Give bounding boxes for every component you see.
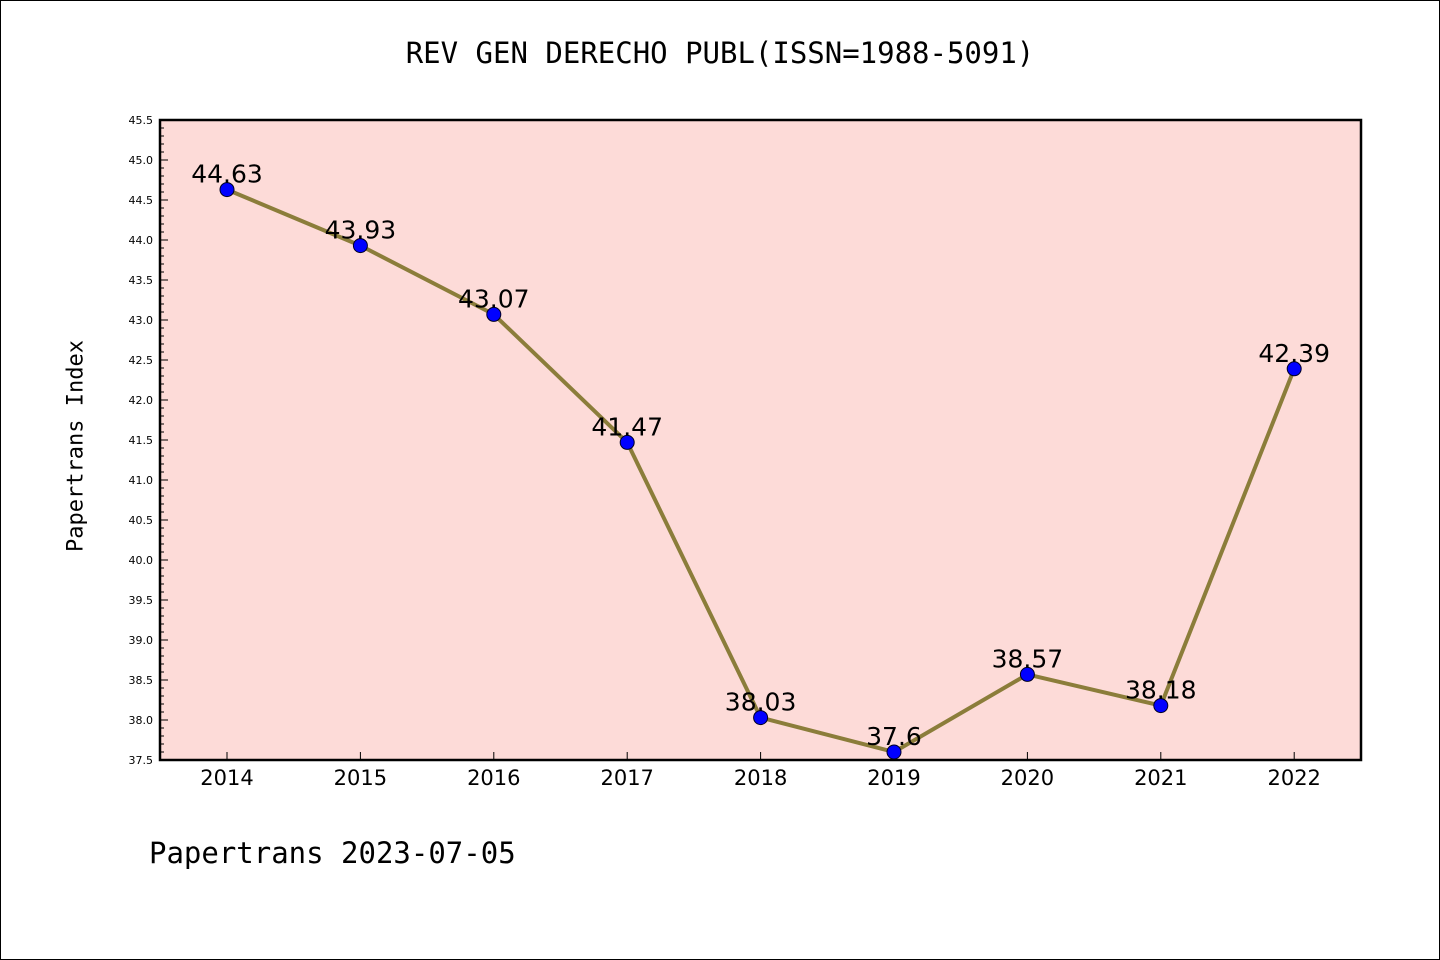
data-label: 43.93 — [325, 216, 397, 245]
data-point — [486, 306, 502, 322]
x-tick-label: 2015 — [334, 766, 387, 790]
x-tick-label: 2017 — [600, 766, 653, 790]
y-tick-label: 41.5 — [129, 434, 154, 447]
y-tick-label: 42.5 — [129, 354, 154, 367]
y-tick-label: 37.5 — [129, 754, 154, 767]
y-tick-label: 41.0 — [129, 474, 154, 487]
data-point — [753, 710, 769, 726]
y-tick-label: 43.0 — [129, 314, 154, 327]
x-tick-label: 2021 — [1134, 766, 1187, 790]
x-tick-label: 2022 — [1267, 766, 1320, 790]
y-tick-label: 40.0 — [129, 554, 154, 567]
y-tick-label: 38.0 — [129, 714, 154, 727]
y-tick-label: 40.5 — [129, 514, 154, 527]
footer-stamp: Papertrans 2023-07-05 — [149, 836, 516, 870]
y-tick-label: 39.5 — [129, 594, 154, 607]
data-label: 38.57 — [992, 644, 1064, 673]
y-tick-label: 42.0 — [129, 394, 154, 407]
x-tick-label: 2019 — [867, 766, 920, 790]
x-tick-label: 2020 — [1001, 766, 1054, 790]
data-point — [1153, 698, 1169, 714]
y-tick-label: 45.0 — [129, 154, 154, 167]
data-label: 42.39 — [1258, 339, 1330, 368]
x-tick-label: 2014 — [200, 766, 253, 790]
data-label: 43.07 — [458, 284, 530, 313]
data-point — [352, 238, 368, 254]
y-tick-label: 44.5 — [129, 194, 154, 207]
data-label: 38.18 — [1125, 676, 1197, 705]
data-label: 44.63 — [191, 160, 263, 189]
data-label: 41.47 — [591, 412, 663, 441]
x-tick-label: 2016 — [467, 766, 520, 790]
y-tick-label: 45.5 — [129, 114, 154, 127]
plot-border — [158, 118, 1363, 762]
x-tick-label: 2018 — [734, 766, 787, 790]
data-point — [1286, 361, 1302, 377]
data-point — [219, 182, 235, 198]
y-tick-label: 44.0 — [129, 234, 154, 247]
y-tick-label: 43.5 — [129, 274, 154, 287]
data-label: 37.6 — [866, 722, 922, 751]
y-tick-label: 39.0 — [129, 634, 154, 647]
data-label: 38.03 — [725, 688, 797, 717]
y-tick-label: 38.5 — [129, 674, 154, 687]
plot-area — [160, 120, 1361, 760]
data-point — [1019, 666, 1035, 682]
data-point — [619, 434, 635, 450]
chart-title: REV GEN DERECHO PUBL(ISSN=1988-5091) — [405, 36, 1035, 70]
